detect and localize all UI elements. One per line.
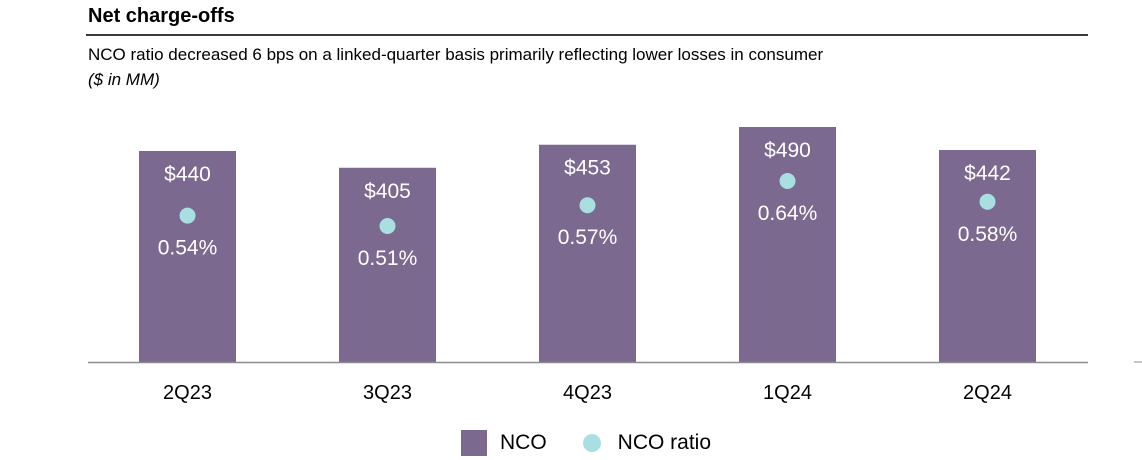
bar-value-label-2q23: $440 <box>164 163 211 186</box>
ratio-dot-3q23 <box>379 218 396 234</box>
chart-subtitle: NCO ratio decreased 6 bps on a linked-qu… <box>88 45 824 64</box>
chart-legend: NCO NCO ratio <box>461 430 711 456</box>
legend-item-nco-ratio: NCO ratio <box>582 431 712 455</box>
bar-value-label-1q24: $490 <box>764 139 811 162</box>
bar-2q24 <box>939 150 1036 362</box>
ratio-dot-2q24 <box>979 193 996 210</box>
title-divider <box>86 34 1088 36</box>
ratio-label-3q23: 0.51% <box>358 247 418 270</box>
x-tick-label-2q24: 2Q24 <box>963 382 1012 404</box>
ratio-label-4q23: 0.57% <box>558 226 618 249</box>
x-tick-label-3q23: 3Q23 <box>363 382 412 404</box>
legend-item-nco: NCO <box>461 430 547 456</box>
ratio-dot-4q23 <box>579 197 596 214</box>
ratio-label-2q23: 0.54% <box>158 237 218 260</box>
bar-value-label-3q23: $405 <box>364 180 411 203</box>
bar-3q23 <box>339 167 436 362</box>
legend-swatch-nco-ratio <box>582 434 601 452</box>
ratio-label-2q24: 0.58% <box>958 223 1018 246</box>
legend-label-nco: NCO <box>500 431 547 454</box>
ratio-dot-1q24 <box>779 173 796 189</box>
ratio-label-1q24: 0.64% <box>758 202 818 225</box>
bar-1q24 <box>739 127 836 362</box>
chart-units: ($ in MM) <box>88 70 160 89</box>
x-tick-label-4q23: 4Q23 <box>563 382 612 404</box>
bar-2q23 <box>139 150 236 362</box>
chart-title: Net charge-offs <box>88 5 235 27</box>
ratio-dot-2q23 <box>179 207 196 224</box>
bar-value-label-2q24: $442 <box>964 162 1011 185</box>
bar-4q23 <box>539 144 636 362</box>
legend-swatch-nco <box>461 430 487 456</box>
x-tick-label-1q24: 1Q24 <box>763 382 812 404</box>
bar-value-label-4q23: $453 <box>564 157 611 180</box>
legend-label-nco-ratio: NCO ratio <box>617 431 712 454</box>
x-tick-label-2q23: 2Q23 <box>163 382 212 404</box>
